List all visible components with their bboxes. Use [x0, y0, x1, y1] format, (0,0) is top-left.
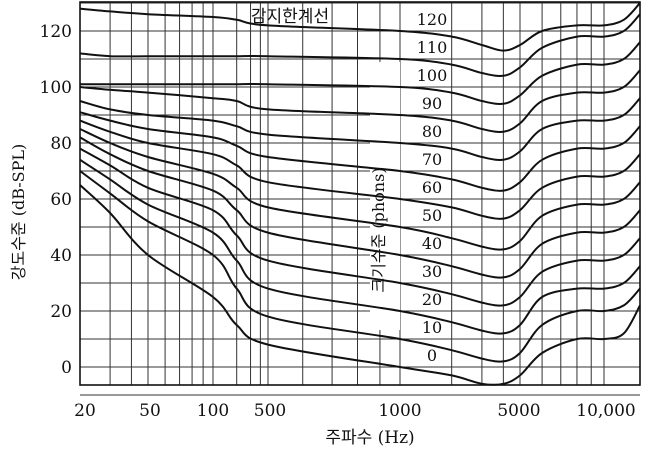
- x-axis-label: 주파수 (Hz): [325, 428, 414, 448]
- curve-labels: 0 10 20 30 40 50 60 70 80 90 100 110 120: [417, 10, 448, 365]
- curve-label: 100: [417, 66, 448, 85]
- series-line-30-phon: [79, 147, 641, 307]
- y-tick-label: 0: [61, 358, 72, 378]
- curves: [79, 2, 641, 386]
- curve-label: 40: [422, 234, 442, 253]
- y-tick-label: 100: [40, 78, 72, 98]
- x-tick-label: 100: [197, 401, 229, 421]
- curve-label: 120: [417, 10, 448, 29]
- x-tick-label: 10,000: [576, 401, 635, 421]
- curve-label: 20: [422, 290, 442, 309]
- y-tick-label: 40: [50, 246, 72, 266]
- curve-label: 60: [422, 178, 442, 197]
- series-line-80-phon: [79, 97, 641, 162]
- curve-axis-label: 크기수준 (phons): [369, 167, 388, 292]
- curve-label: 80: [422, 122, 442, 141]
- curve-label: 110: [417, 38, 448, 57]
- x-tick-label: 5000: [497, 401, 540, 421]
- curve-label: 90: [422, 94, 442, 113]
- y-tick-label: 80: [50, 134, 72, 154]
- plot-frame: [79, 1, 641, 386]
- x-tick-label: 20: [74, 401, 96, 421]
- y-tick-label: 20: [50, 302, 72, 322]
- series-line-60-phon: [79, 119, 641, 220]
- curve-label: 0: [427, 346, 437, 365]
- series-line-50-phon: [79, 128, 641, 251]
- y-tick-label: 60: [50, 190, 72, 210]
- series-line-120-phon: [79, 2, 641, 52]
- curve-label: 50: [422, 206, 442, 225]
- x-tick-label: 500: [254, 401, 286, 421]
- series-line-110-phon: [79, 13, 641, 78]
- series-line-90-phon: [79, 69, 641, 134]
- curve-label: 70: [422, 150, 442, 169]
- series-line-40-phon: [79, 136, 641, 279]
- series-line-70-phon: [79, 111, 641, 192]
- y-axis-label: 강도수준 (dB-SPL): [9, 144, 28, 281]
- curve-label: 30: [422, 262, 442, 281]
- series-line-20-phon: [79, 158, 641, 335]
- series-line-100-phon: [79, 41, 641, 106]
- x-tick-label: 50: [139, 401, 161, 421]
- x-tick-labels: 20 50 100 500 1000 5000 10,000: [74, 401, 636, 421]
- series-line-10-phon: [79, 170, 641, 363]
- grid: [79, 1, 641, 396]
- y-tick-labels: 0 20 40 60 80 100 120: [40, 22, 72, 378]
- y-tick-label: 120: [40, 22, 72, 42]
- threshold-label: 감지한계선: [251, 7, 329, 27]
- curve-label: 10: [422, 318, 442, 337]
- series-line-0-phon: [79, 184, 641, 386]
- x-tick-label: 1000: [378, 401, 421, 421]
